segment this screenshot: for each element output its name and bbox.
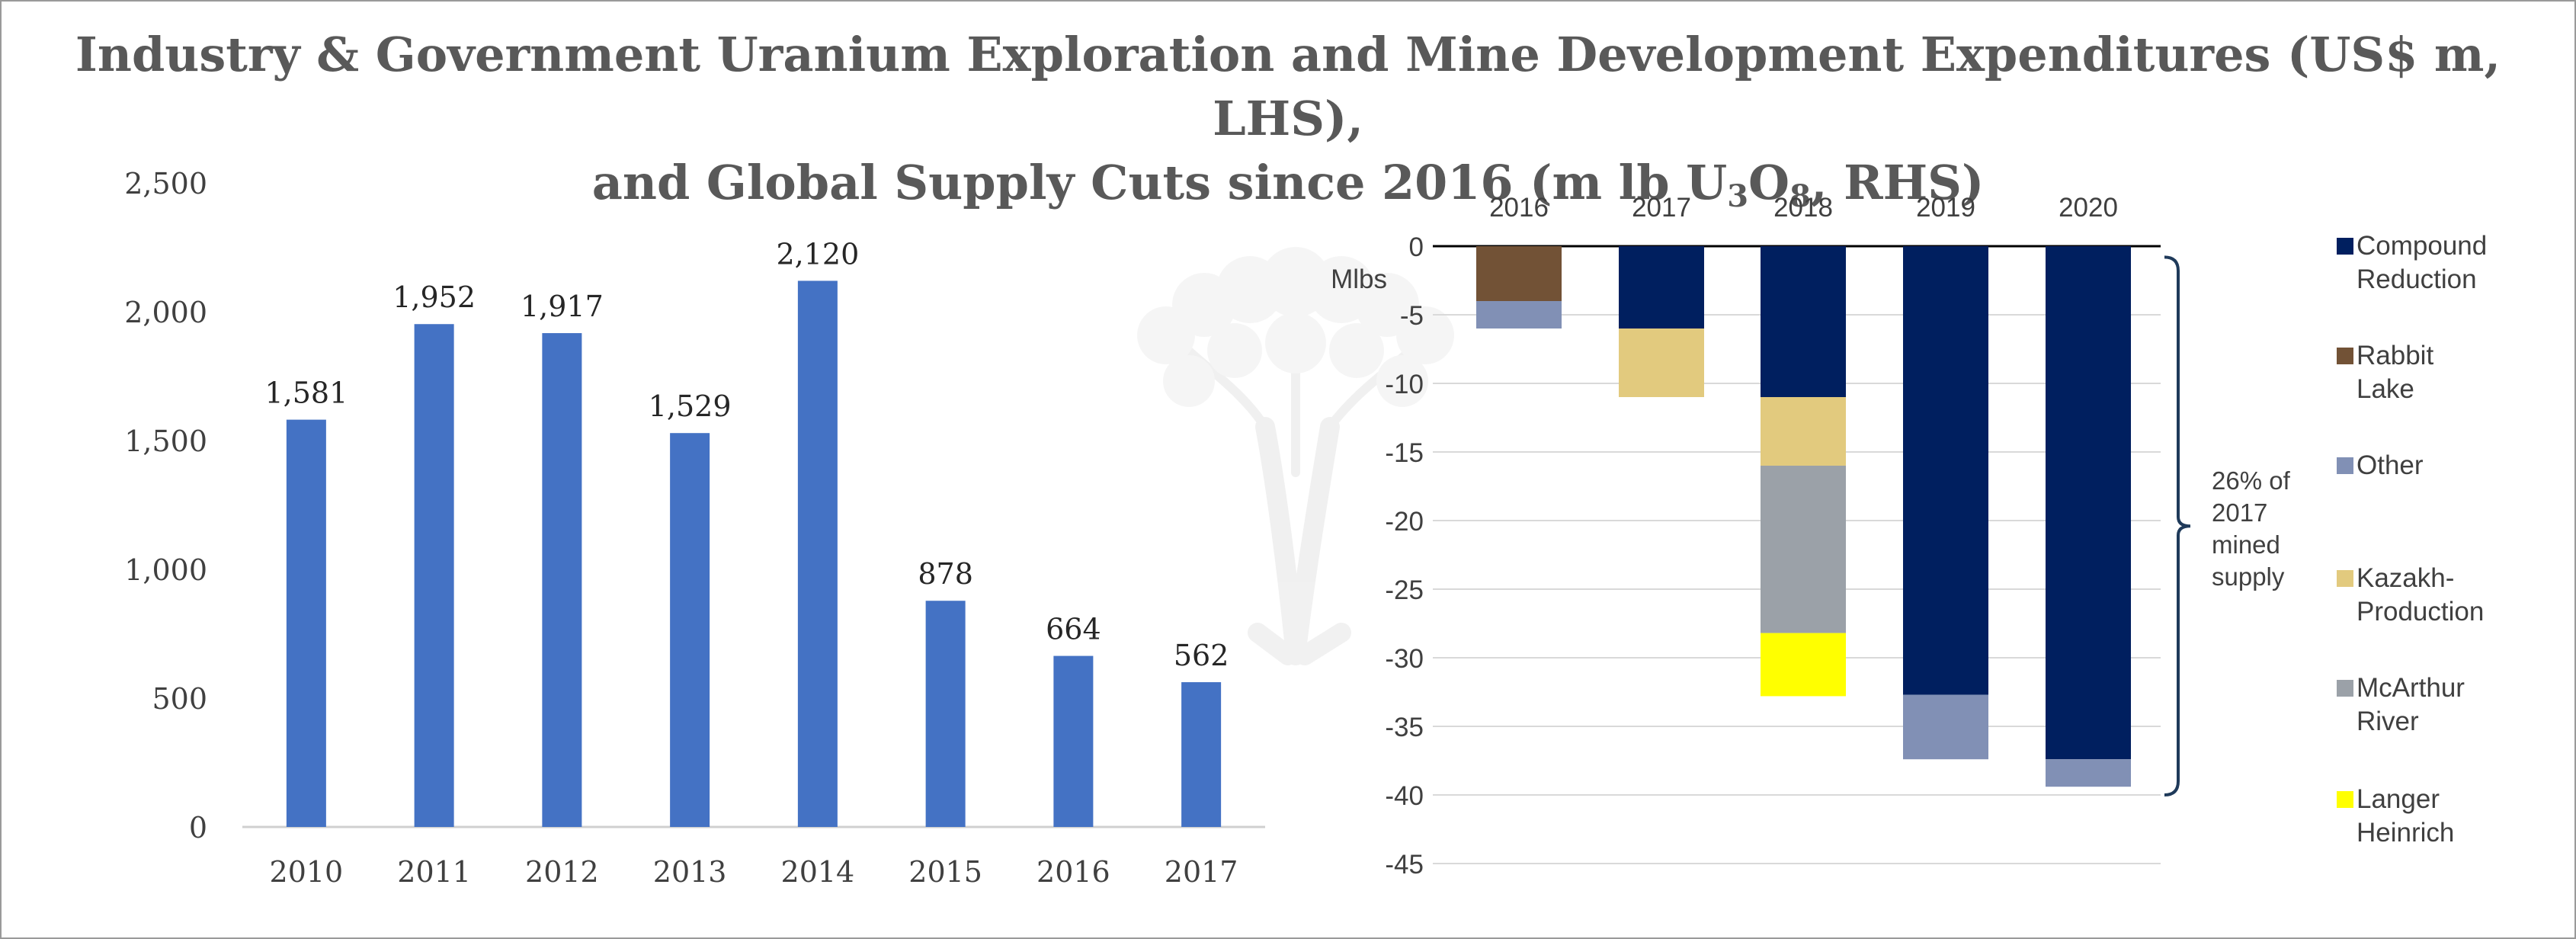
title-subscript-8: 8 xyxy=(1789,178,1811,214)
y-tick-label: 0 xyxy=(1409,232,1424,262)
legend-label: Reduction xyxy=(2357,264,2477,294)
segment-kazakh-production-2018 xyxy=(1761,397,1846,466)
bar-2013 xyxy=(670,433,710,827)
data-label: 1,529 xyxy=(649,389,732,423)
segment-rabbit-lake-2016 xyxy=(1476,246,1562,301)
segment-other-2020 xyxy=(2046,759,2131,787)
y-tick-label: -25 xyxy=(1385,575,1424,605)
x-tick-label: 2012 xyxy=(525,855,599,889)
annotation-text: 2017 xyxy=(2212,498,2267,527)
chart-title: Industry & Government Uranium Exploratio… xyxy=(0,23,2576,215)
segment-other-2019 xyxy=(1903,694,1988,760)
bar-2011 xyxy=(414,324,454,827)
bar-2012 xyxy=(542,333,582,828)
y-tick-label: 2,500 xyxy=(124,167,207,200)
x-tick-label: 2019 xyxy=(1916,193,1975,223)
data-label: 562 xyxy=(1174,639,1229,672)
segment-compound-reduction-2017 xyxy=(1619,246,1704,328)
left-chart: 0 500 1,000 1,500 2,000 2,500 1,581 2010 1,952 20… xyxy=(124,167,1265,889)
legend-label: Kazakh- xyxy=(2357,563,2454,593)
y-tick-label: -20 xyxy=(1385,507,1424,537)
bar-2015 xyxy=(925,601,966,827)
y-tick-label: 2,000 xyxy=(124,296,207,329)
segment-langer-heinrich-2018 xyxy=(1761,633,1846,697)
segment-other-2016 xyxy=(1476,301,1562,328)
x-tick-label: 2015 xyxy=(908,855,982,889)
segment-mcarthur-river-2018 xyxy=(1761,466,1846,633)
x-tick-label: 2011 xyxy=(397,855,471,889)
legend-label: River xyxy=(2357,707,2419,736)
x-tick-label: 2016 xyxy=(1489,193,1549,223)
y-axis-title: Mlbs xyxy=(1331,264,1387,294)
tree-watermark xyxy=(1137,247,1454,665)
legend-label: Heinrich xyxy=(2357,818,2454,848)
legend-label: Langer xyxy=(2357,784,2440,814)
annotation-text: mined xyxy=(2212,530,2280,559)
y-tick-label: -35 xyxy=(1385,713,1424,742)
y-tick-label: -5 xyxy=(1400,301,1424,331)
y-tick-label: -30 xyxy=(1385,644,1424,674)
title-subscript-3: 3 xyxy=(1727,178,1749,214)
x-tick-label: 2010 xyxy=(270,855,344,889)
legend-swatch xyxy=(2337,238,2353,255)
right-chart: 0 -5 -10 -15 -20 -25 -30 -35 -40 -45 Mlbs 2016 2017 2… xyxy=(1331,193,2487,880)
title-line-2: and Global Supply Cuts since 2016 (m lb … xyxy=(0,151,2576,215)
x-tick-label: 2018 xyxy=(1773,193,1833,223)
y-tick-label: 1,000 xyxy=(124,553,207,587)
bar-2017 xyxy=(1181,682,1222,827)
y-tick-label: 1,500 xyxy=(124,425,207,458)
legend-swatch xyxy=(2337,348,2353,364)
y-tick-label: 0 xyxy=(189,811,207,844)
annotation-text: 26% of xyxy=(2212,466,2291,495)
y-tick-label: -40 xyxy=(1385,781,1424,811)
title-line-2-end: , RHS) xyxy=(1810,155,1985,210)
data-label: 878 xyxy=(918,557,973,591)
x-tick-label: 2020 xyxy=(2059,193,2118,223)
bracket xyxy=(2164,255,2191,796)
legend-label: Lake xyxy=(2357,374,2414,404)
title-line-2-start: and Global Supply Cuts since 2016 (m lb … xyxy=(591,155,1728,210)
x-tick-label: 2013 xyxy=(653,855,727,889)
legend-swatch xyxy=(2337,570,2353,587)
y-tick-label: -10 xyxy=(1385,370,1424,399)
x-tick-label: 2017 xyxy=(1632,193,1691,223)
legend-label: Other xyxy=(2357,450,2424,480)
data-label: 1,581 xyxy=(264,377,348,410)
y-tick-label: -45 xyxy=(1385,850,1424,880)
legend-label: Rabbit xyxy=(2357,341,2433,370)
legend-swatch xyxy=(2337,457,2353,474)
legend-swatch xyxy=(2337,791,2353,808)
legend-label: McArthur xyxy=(2357,673,2465,703)
bar-2016 xyxy=(1053,655,1094,827)
segment-kazakh-production-2017 xyxy=(1619,328,1704,397)
x-tick-label: 2014 xyxy=(781,855,855,889)
legend-label: Compound xyxy=(2357,231,2487,261)
y-tick-label: 500 xyxy=(152,682,207,716)
title-oxygen: O xyxy=(1748,155,1790,210)
legend-label: Production xyxy=(2357,597,2484,627)
data-label: 1,952 xyxy=(392,280,476,314)
legend-swatch xyxy=(2337,680,2353,697)
segment-compound-reduction-2019 xyxy=(1903,246,1988,695)
y-tick-label: -15 xyxy=(1385,438,1424,468)
segment-compound-reduction-2018 xyxy=(1761,246,1846,397)
annotation-text: supply xyxy=(2212,562,2285,591)
data-label: 1,917 xyxy=(521,290,604,323)
bar-2014 xyxy=(797,280,838,827)
x-tick-label: 2016 xyxy=(1036,855,1110,889)
data-label: 2,120 xyxy=(776,237,859,271)
segment-compound-reduction-2020 xyxy=(2046,246,2131,760)
title-line-1: Industry & Government Uranium Exploratio… xyxy=(75,27,2501,146)
data-label: 664 xyxy=(1046,613,1101,646)
bar-2010 xyxy=(286,419,326,827)
x-tick-label: 2017 xyxy=(1165,855,1238,889)
